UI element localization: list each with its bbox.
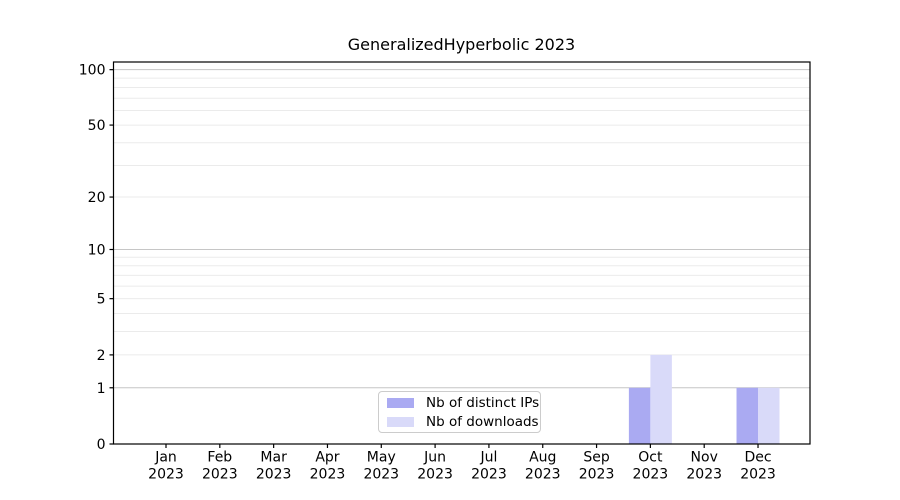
legend-swatch-distinct-ips — [387, 397, 414, 408]
x-tick-label-jul: Jul — [479, 450, 497, 466]
legend: Nb of distinct IPs Nb of downloads — [378, 391, 541, 433]
bar-distinct-ips-oct — [628, 387, 651, 444]
x-tick-label-sep: Sep — [583, 450, 610, 466]
x-tick-label-apr-year: 2023 — [310, 467, 346, 483]
y-tick-label-5: 5 — [97, 292, 106, 308]
x-tick-label-mar-year: 2023 — [256, 467, 292, 483]
x-tick-label-may: May — [367, 450, 396, 466]
bar-downloads-oct — [650, 354, 672, 444]
x-tick-label-apr: Apr — [315, 450, 339, 466]
y-tick-label-50: 50 — [88, 118, 106, 134]
x-tick-label-jan: Jan — [154, 450, 177, 466]
x-tick-label-mar: Mar — [260, 450, 287, 466]
x-tick-label-nov: Nov — [691, 450, 718, 466]
x-tick-label-aug: Aug — [529, 450, 556, 466]
bar-downloads-dec — [758, 387, 780, 444]
y-tick-label-10: 10 — [88, 243, 106, 259]
x-tick-label-oct-year: 2023 — [633, 467, 669, 483]
y-tick-label-2: 2 — [97, 348, 106, 364]
x-tick-label-feb-year: 2023 — [202, 467, 238, 483]
y-tick-label-20: 20 — [88, 190, 106, 206]
legend-label-distinct-ips: Nb of distinct IPs — [426, 394, 540, 411]
x-tick-label-feb: Feb — [207, 450, 232, 466]
legend-item-downloads: Nb of downloads — [387, 413, 540, 430]
y-tick-label-100: 100 — [79, 63, 106, 79]
x-tick-label-dec: Dec — [744, 450, 771, 466]
x-tick-label-nov-year: 2023 — [686, 467, 722, 483]
y-tick-label-0: 0 — [97, 437, 106, 453]
plot-border — [112, 61, 811, 445]
chart-title: GeneralizedHyperbolic 2023 — [347, 35, 576, 54]
x-tick-label-oct: Oct — [638, 450, 663, 466]
x-tick-label-jun: Jun — [423, 450, 446, 466]
legend-swatch-downloads — [387, 416, 414, 427]
legend-label-downloads: Nb of downloads — [426, 413, 539, 430]
x-tick-label-jun-year: 2023 — [417, 467, 453, 483]
y-tick-label-1: 1 — [97, 381, 106, 397]
x-tick-label-aug-year: 2023 — [525, 467, 561, 483]
x-tick-label-may-year: 2023 — [363, 467, 399, 483]
x-tick-label-jan-year: 2023 — [148, 467, 184, 483]
x-tick-label-sep-year: 2023 — [579, 467, 615, 483]
x-tick-label-dec-year: 2023 — [740, 467, 776, 483]
bar-distinct-ips-dec — [736, 387, 759, 444]
x-tick-label-jul-year: 2023 — [471, 467, 507, 483]
legend-item-distinct-ips: Nb of distinct IPs — [387, 394, 540, 411]
